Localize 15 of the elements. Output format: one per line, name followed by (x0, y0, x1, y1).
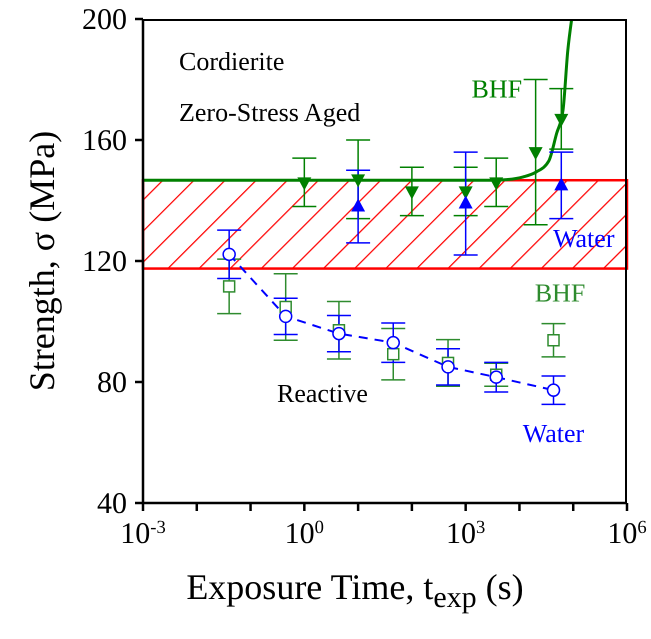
series-label: Water (522, 419, 585, 448)
y-axis-title: Strength, σ (MPa) (22, 130, 62, 394)
y-tick-label: 120 (82, 245, 127, 278)
x-axis-title: Exposure Time, t$_{exp}$ (s) (185, 566, 525, 616)
series-label: BHF (471, 74, 522, 104)
annotation: Reactive (277, 378, 368, 410)
annotation: Cordierite (179, 46, 284, 78)
annotation: Zero-Stress Aged (179, 97, 360, 129)
x-tick-label: 10$^{3}$ (446, 516, 486, 550)
y-tick-label: 200 (82, 3, 127, 36)
series-label: BHF (534, 278, 586, 308)
y-tick-label: 160 (82, 124, 127, 157)
x-tick-label: 10$^{0}$ (284, 516, 324, 550)
x-tick-label: 10$^{6}$ (607, 516, 647, 550)
y-tick-label: 80 (97, 366, 127, 399)
